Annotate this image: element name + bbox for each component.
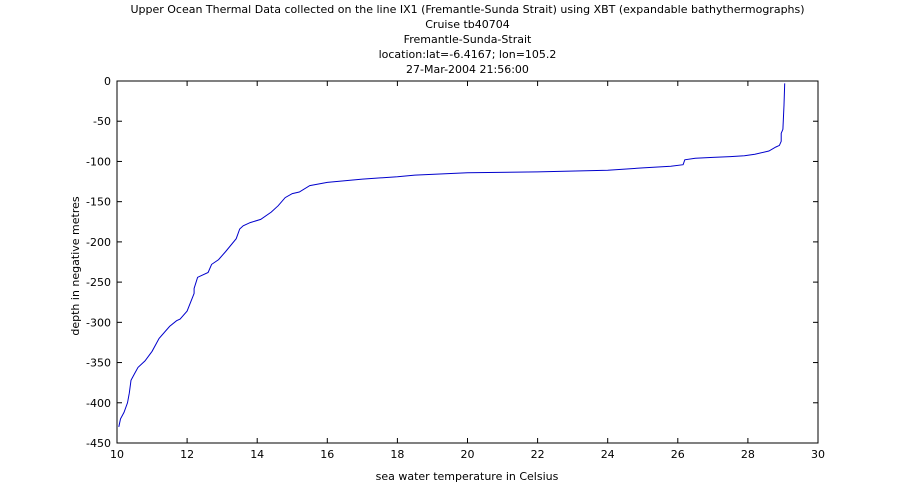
- y-tick-label: -150: [86, 196, 111, 209]
- x-tick-label: 30: [811, 448, 825, 461]
- x-tick-label: 18: [390, 448, 404, 461]
- y-tick-label: -350: [86, 357, 111, 370]
- series-line-temperature-profile: [118, 83, 786, 428]
- x-tick-label: 14: [250, 448, 264, 461]
- x-tick-label: 10: [110, 448, 124, 461]
- x-tick-label: 20: [461, 448, 475, 461]
- plot-area-frame: [116, 80, 819, 444]
- y-axis-label: depth in negative metres: [69, 196, 82, 335]
- x-tick-label: 28: [741, 448, 755, 461]
- title-line-2: Cruise tb40704: [425, 18, 510, 31]
- title-line-1: Upper Ocean Thermal Data collected on th…: [130, 3, 805, 16]
- title-line-5: 27-Mar-2004 21:56:00: [406, 63, 529, 76]
- title-line-3: Fremantle-Sunda-Strait: [403, 33, 532, 46]
- y-tick-label: -200: [86, 236, 111, 249]
- y-tick-label: -50: [93, 115, 111, 128]
- x-tick-label: 22: [531, 448, 545, 461]
- y-tick-label: -250: [86, 276, 111, 289]
- y-tick-label: -450: [86, 437, 111, 450]
- y-tick-label: -400: [86, 397, 111, 410]
- title-line-4: location:lat=-6.4167; lon=105.2: [378, 48, 557, 61]
- data-layer: [118, 83, 786, 428]
- x-tick-label: 24: [601, 448, 615, 461]
- x-tick-label: 12: [180, 448, 194, 461]
- x-tick-label: 16: [320, 448, 334, 461]
- axes-layer: 10 12 14 16 18 20 22 24 26 28 30 0 -50 -100 -150 -200 -2…: [86, 75, 825, 461]
- x-axis-label: sea water temperature in Celsius: [376, 470, 559, 483]
- x-tick-label: 26: [671, 448, 685, 461]
- y-tick-label: -300: [86, 316, 111, 329]
- y-tick-label: -100: [86, 155, 111, 168]
- y-tick-label: 0: [104, 75, 111, 88]
- chart-title: Upper Ocean Thermal Data collected on th…: [0, 2, 900, 77]
